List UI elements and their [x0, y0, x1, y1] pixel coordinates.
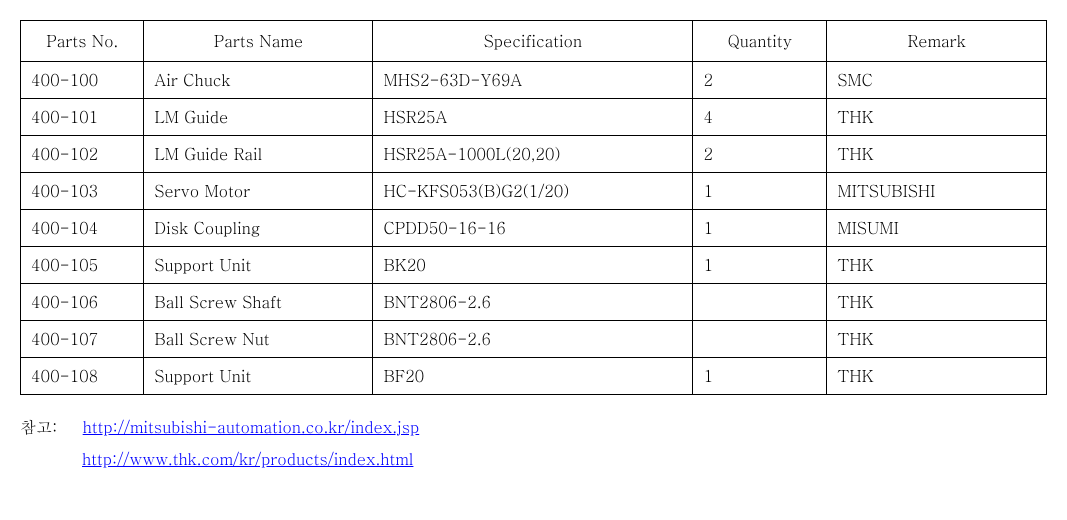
cell-partsname: Ball Screw Shaft [144, 284, 373, 321]
cell-partsname: Air Chuck [144, 62, 373, 99]
col-header-remark: Remark [827, 21, 1047, 62]
cell-partsno: 400-105 [21, 247, 144, 284]
references-label: 참고: [20, 411, 57, 443]
cell-remark: SMC [827, 62, 1047, 99]
table-header-row: Parts No. Parts Name Specification Quant… [21, 21, 1047, 62]
cell-partsname: Support Unit [144, 247, 373, 284]
cell-spec: HSR25A-1000L(20,20) [373, 136, 693, 173]
cell-qty: 4 [693, 99, 827, 136]
table-row: 400-106 Ball Screw Shaft BNT2806-2.6 THK [21, 284, 1047, 321]
cell-qty: 1 [693, 210, 827, 247]
cell-qty: 2 [693, 62, 827, 99]
col-header-partsname: Parts Name [144, 21, 373, 62]
cell-qty [693, 284, 827, 321]
col-header-spec: Specification [373, 21, 693, 62]
cell-qty: 1 [693, 173, 827, 210]
cell-qty: 1 [693, 358, 827, 395]
cell-partsno: 400-102 [21, 136, 144, 173]
cell-partsname: Servo Motor [144, 173, 373, 210]
references-block: 참고: http://mitsubishi-automation.co.kr/i… [20, 411, 1047, 475]
cell-partsno: 400-108 [21, 358, 144, 395]
cell-partsname: Disk Coupling [144, 210, 373, 247]
cell-partsname: LM Guide [144, 99, 373, 136]
cell-remark: THK [827, 99, 1047, 136]
cell-remark: THK [827, 358, 1047, 395]
cell-spec: HSR25A [373, 99, 693, 136]
cell-spec: BF20 [373, 358, 693, 395]
col-header-qty: Quantity [693, 21, 827, 62]
cell-partsno: 400-104 [21, 210, 144, 247]
cell-qty: 2 [693, 136, 827, 173]
cell-remark: THK [827, 284, 1047, 321]
cell-spec: BNT2806-2.6 [373, 284, 693, 321]
table-row: 400-102 LM Guide Rail HSR25A-1000L(20,20… [21, 136, 1047, 173]
cell-partsname: Support Unit [144, 358, 373, 395]
table-row: 400-101 LM Guide HSR25A 4 THK [21, 99, 1047, 136]
cell-partsno: 400-106 [21, 284, 144, 321]
cell-qty: 1 [693, 247, 827, 284]
cell-spec: HC-KFS053(B)G2(1/20) [373, 173, 693, 210]
cell-remark: MISUMI [827, 210, 1047, 247]
cell-partsname: Ball Screw Nut [144, 321, 373, 358]
cell-qty [693, 321, 827, 358]
parts-table: Parts No. Parts Name Specification Quant… [20, 20, 1047, 395]
cell-spec: MHS2-63D-Y69A [373, 62, 693, 99]
cell-remark: THK [827, 321, 1047, 358]
reference-link-1[interactable]: http://mitsubishi-automation.co.kr/index… [83, 415, 420, 438]
table-row: 400-104 Disk Coupling CPDD50-16-16 1 MIS… [21, 210, 1047, 247]
cell-partsname: LM Guide Rail [144, 136, 373, 173]
table-row: 400-108 Support Unit BF20 1 THK [21, 358, 1047, 395]
cell-spec: BK20 [373, 247, 693, 284]
table-row: 400-107 Ball Screw Nut BNT2806-2.6 THK [21, 321, 1047, 358]
table-row: 400-103 Servo Motor HC-KFS053(B)G2(1/20)… [21, 173, 1047, 210]
cell-spec: CPDD50-16-16 [373, 210, 693, 247]
cell-spec: BNT2806-2.6 [373, 321, 693, 358]
cell-partsno: 400-101 [21, 99, 144, 136]
cell-remark: THK [827, 136, 1047, 173]
col-header-partsno: Parts No. [21, 21, 144, 62]
cell-remark: MITSUBISHI [827, 173, 1047, 210]
cell-partsno: 400-100 [21, 62, 144, 99]
cell-partsno: 400-103 [21, 173, 144, 210]
cell-partsno: 400-107 [21, 321, 144, 358]
table-row: 400-105 Support Unit BK20 1 THK [21, 247, 1047, 284]
cell-remark: THK [827, 247, 1047, 284]
reference-link-2[interactable]: http://www.thk.com/kr/products/index.htm… [82, 447, 413, 470]
table-row: 400-100 Air Chuck MHS2-63D-Y69A 2 SMC [21, 62, 1047, 99]
